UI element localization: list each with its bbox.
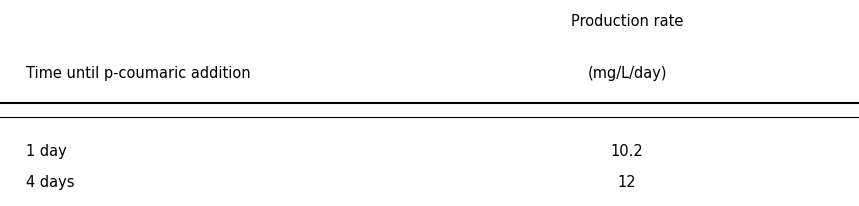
Text: 12: 12 <box>618 175 637 190</box>
Text: Production rate: Production rate <box>571 14 683 29</box>
Text: 1 day: 1 day <box>26 144 66 159</box>
Text: 10.2: 10.2 <box>611 144 643 159</box>
Text: Time until p-coumaric addition: Time until p-coumaric addition <box>26 66 250 81</box>
Text: (mg/L/day): (mg/L/day) <box>588 66 667 81</box>
Text: 4 days: 4 days <box>26 175 74 190</box>
